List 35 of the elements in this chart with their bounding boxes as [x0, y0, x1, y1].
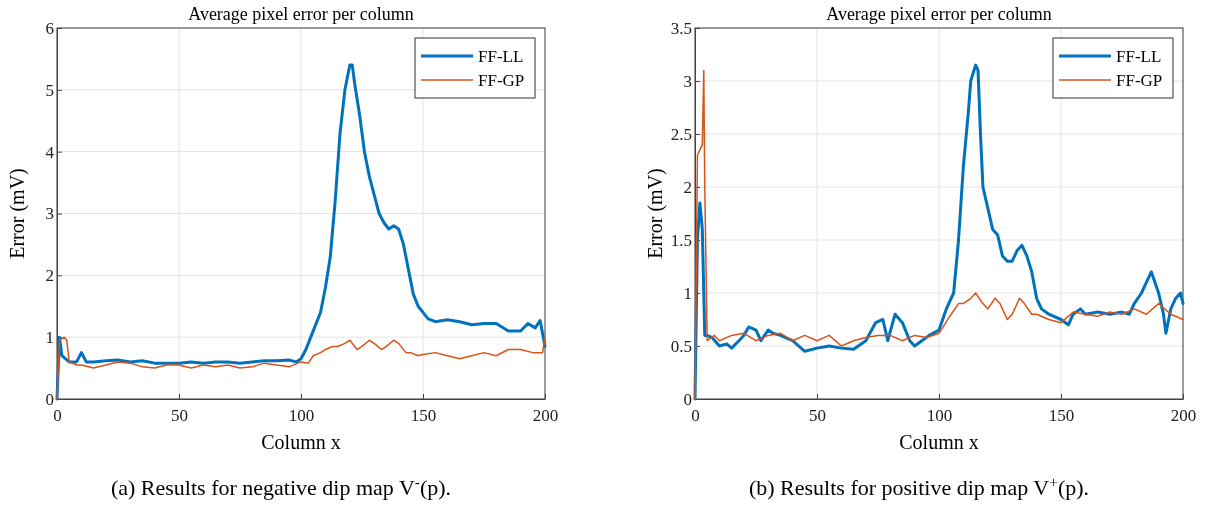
chart-title: Average pixel error per column [826, 4, 1052, 24]
y-tick-label: 3.5 [670, 18, 692, 38]
y-tick-label: 3 [683, 71, 692, 91]
chart-title: Average pixel error per column [188, 4, 414, 24]
y-axis-title: Error (mV) [6, 168, 29, 259]
x-tick-label: 150 [1048, 405, 1075, 425]
x-tick-label: 50 [171, 405, 188, 425]
legend-label: FF-LL [478, 47, 524, 66]
x-tick-label: 100 [288, 405, 315, 425]
y-tick-label: 4 [45, 142, 55, 162]
x-tick-label: 200 [532, 405, 559, 425]
y-tick-label: 5 [45, 80, 54, 100]
text: (a) Results for negative dip map V$^{-}$(p). [110, 472, 452, 500]
y-tick-label: 1.5 [670, 230, 692, 250]
legend-label: FF-LL [1116, 47, 1162, 66]
x-tick-label: 50 [809, 405, 826, 425]
legend-label: FF-GP [1116, 71, 1163, 90]
x-axis-title: Column x [261, 431, 341, 453]
y-axis-title: Error (mV) [644, 168, 667, 259]
y-tick-label: 0.5 [670, 336, 692, 356]
x-tick-label: 150 [410, 405, 437, 425]
x-tick-label: 200 [1170, 405, 1197, 425]
y-tick-label: 6 [45, 18, 54, 38]
y-tick-label: 3 [45, 204, 54, 224]
y-tick-label: 0 [683, 389, 692, 409]
y-tick-label: 2.5 [670, 124, 692, 144]
y-tick-label: 2 [683, 177, 692, 197]
legend-label: FF-GP [478, 71, 525, 90]
y-tick-label: 1 [45, 328, 54, 348]
y-tick-label: 0 [45, 389, 54, 409]
y-tick-label: 2 [45, 266, 54, 286]
x-tick-label: 100 [926, 405, 953, 425]
text: (b) Results for positive dip map V$^{+}$(p). [748, 472, 1090, 500]
y-tick-label: 1 [683, 283, 692, 303]
x-axis-title: Column x [899, 431, 979, 453]
